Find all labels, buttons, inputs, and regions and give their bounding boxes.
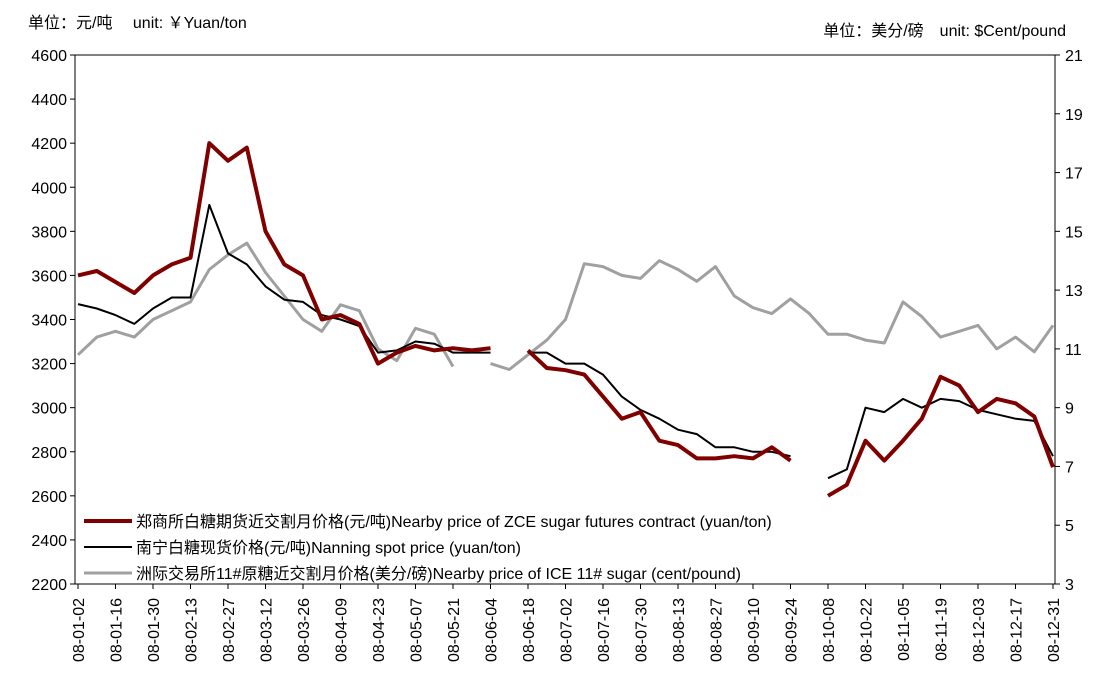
right-unit: 单位：美分/磅 unit: $Cent/pound (823, 22, 1066, 40)
y2-tick-label: 3 (1065, 577, 1074, 594)
x-tick-label: 08-08-13 (671, 598, 688, 662)
y2-tick-label: 11 (1065, 342, 1082, 359)
y-tick-label: 3400 (31, 313, 67, 330)
series-line (77, 141, 1055, 498)
legend-label: 南宁白糖现货价格(元/吨)Nanning spot price (yuan/to… (136, 539, 521, 557)
y-tick-label: 4600 (31, 48, 67, 65)
x-tick-label: 08-06-18 (521, 598, 538, 662)
y-tick-label: 4400 (31, 92, 67, 109)
x-tick-label: 08-11-19 (934, 598, 951, 661)
y-tick-label: 4000 (31, 180, 67, 197)
x-tick-label: 08-09-24 (784, 598, 801, 662)
x-tick-label: 08-12-31 (1046, 598, 1063, 662)
x-tick-label: 08-07-16 (596, 598, 613, 662)
left-unit: 单位：元/吨 unit: ￥Yuan/ton (28, 14, 247, 32)
x-tick-label: 08-11-05 (896, 598, 913, 661)
x-tick-label: 08-05-07 (409, 598, 426, 662)
x-tick-label: 08-07-30 (634, 598, 651, 662)
y2-tick-label: 21 (1065, 48, 1083, 65)
x-tick-label: 08-03-12 (259, 598, 276, 662)
legend-label: 郑商所白糖期货近交割月价格(元/吨)Nearby price of ZCE su… (136, 513, 772, 531)
y-tick-label: 2600 (31, 489, 67, 506)
y-tick-label: 3200 (31, 357, 67, 374)
y-tick-label: 3000 (31, 401, 67, 418)
series-line (76, 241, 1055, 371)
y-tick-label: 2200 (31, 577, 67, 594)
y-tick-label: 3600 (31, 268, 67, 285)
series-line (77, 203, 1054, 480)
x-tick-label: 08-08-27 (709, 598, 726, 662)
y2-tick-label: 19 (1065, 107, 1083, 124)
y2-tick-label: 17 (1065, 166, 1083, 183)
y2-tick-label: 13 (1065, 283, 1083, 300)
x-tick-label: 08-01-02 (71, 598, 88, 662)
x-tick-label: 08-04-09 (334, 598, 351, 662)
x-tick-label: 08-01-16 (109, 598, 126, 662)
x-tick-label: 08-07-02 (559, 598, 576, 662)
y2-tick-label: 9 (1065, 401, 1074, 418)
x-tick-label: 08-04-23 (371, 598, 388, 662)
x-tick-label: 08-02-13 (184, 598, 201, 662)
y2-tick-label: 15 (1065, 224, 1083, 241)
x-tick-label: 08-06-04 (484, 598, 501, 662)
legend-label: 洲际交易所11#原糖近交割月价格(美分/磅)Nearby price of IC… (136, 565, 741, 583)
y-tick-label: 2800 (31, 445, 67, 462)
x-tick-label: 08-01-30 (146, 598, 163, 662)
x-tick-label: 08-12-03 (971, 598, 988, 662)
y-tick-label: 2400 (31, 533, 67, 550)
x-tick-label: 08-12-17 (1009, 598, 1026, 662)
y2-tick-label: 5 (1065, 518, 1074, 535)
y-tick-label: 4200 (31, 136, 67, 153)
x-tick-label: 08-09-10 (746, 598, 763, 662)
x-tick-label: 08-10-22 (859, 598, 876, 662)
y-tick-label: 3800 (31, 224, 67, 241)
y2-tick-label: 7 (1065, 459, 1074, 476)
x-tick-label: 08-03-26 (296, 598, 313, 662)
x-tick-label: 08-10-08 (821, 598, 838, 662)
x-tick-label: 08-05-21 (446, 598, 463, 662)
x-tick-label: 08-02-27 (221, 598, 238, 662)
